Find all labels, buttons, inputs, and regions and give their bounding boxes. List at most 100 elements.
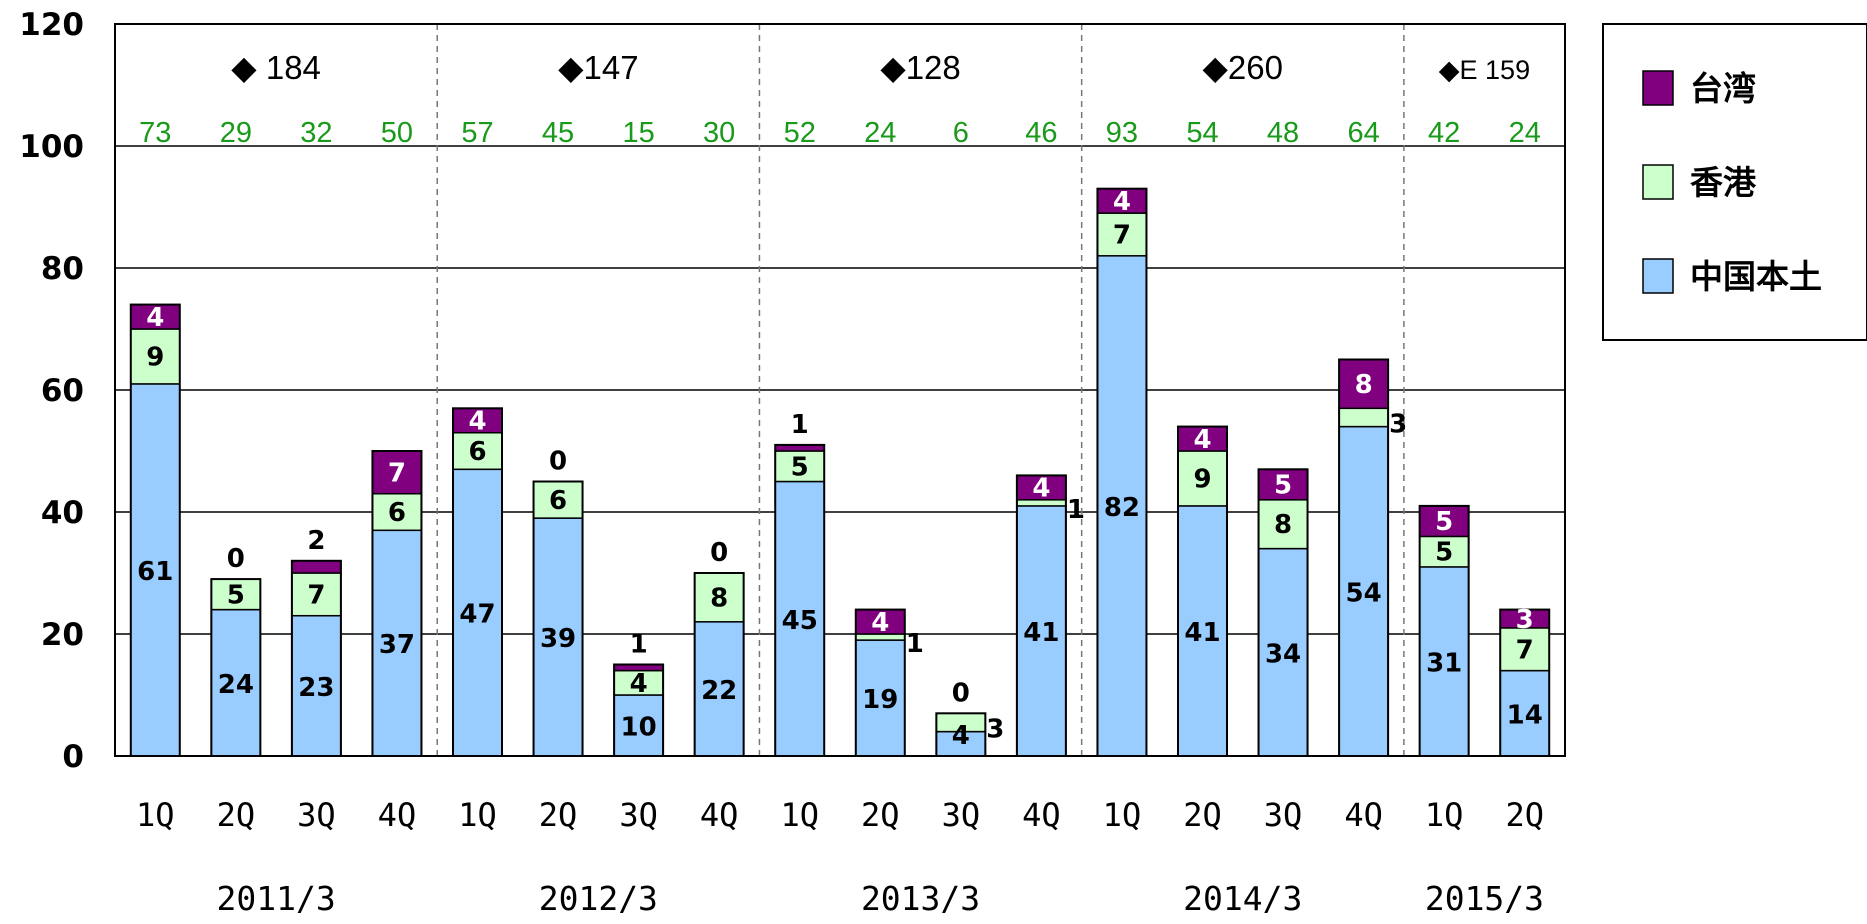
data-label: 47 <box>459 600 495 630</box>
data-label: 0 <box>952 678 970 708</box>
bar-segment <box>291 560 342 574</box>
data-label: 41 <box>1184 618 1220 648</box>
quarter-total-label: 29 <box>220 117 252 149</box>
data-label: 8 <box>710 583 728 613</box>
data-label: 4 <box>871 608 889 638</box>
data-label: 1 <box>791 410 809 440</box>
x-tick-label: 3Q <box>942 796 981 834</box>
data-label: 34 <box>1265 639 1301 669</box>
x-tick-label: 3Q <box>297 796 336 834</box>
quarter-total-label: 24 <box>864 117 896 149</box>
data-label: 4 <box>630 669 648 699</box>
quarter-total-label: 42 <box>1428 117 1460 149</box>
data-label: 8 <box>1274 510 1292 540</box>
annual-total-label: ◆128 <box>880 49 960 86</box>
data-label: 3 <box>986 714 1004 744</box>
legend-label: 中国本土 <box>1690 257 1822 296</box>
quarter-total-label: 48 <box>1267 117 1299 149</box>
quarter-total-label: 46 <box>1025 117 1057 149</box>
data-label: 45 <box>782 606 818 636</box>
x-tick-label: 2Q <box>539 796 578 834</box>
bar-segment <box>855 608 906 635</box>
data-label: 8 <box>1355 370 1373 400</box>
quarter-total-label: 30 <box>703 117 735 149</box>
data-label: 5 <box>1274 471 1292 501</box>
data-label: 4 <box>1113 187 1131 217</box>
data-label: 6 <box>468 437 486 467</box>
x-tick-label: 3Q <box>619 796 658 834</box>
x-tick-label: 4Q <box>700 796 739 834</box>
data-label: 41 <box>1023 618 1059 648</box>
bar-segment <box>1016 474 1067 501</box>
data-label: 1 <box>630 630 648 660</box>
annual-total-label: ◆ 184 <box>231 49 321 86</box>
bar-segment <box>371 450 423 495</box>
y-tick-label: 20 <box>41 617 84 653</box>
data-label: 19 <box>862 685 898 715</box>
bar-segment <box>1338 358 1389 410</box>
x-tick-label: 2Q <box>861 796 900 834</box>
quarter-total-label: 73 <box>139 117 171 149</box>
data-label: 31 <box>1426 648 1462 678</box>
data-label: 9 <box>146 342 164 372</box>
bar-segment <box>693 572 745 623</box>
data-label: 5 <box>791 452 809 482</box>
y-tick-label: 40 <box>41 495 84 531</box>
data-label: 54 <box>1346 578 1382 608</box>
bar-segment <box>532 480 584 519</box>
data-label: 82 <box>1104 493 1140 523</box>
data-label: 3 <box>1389 409 1407 439</box>
bar-segment <box>613 694 664 757</box>
annual-total-label: ◆147 <box>558 49 638 86</box>
data-label: 1 <box>906 629 924 659</box>
x-tick-label: 1Q <box>1425 796 1464 834</box>
quarter-total-label: 54 <box>1186 117 1218 149</box>
data-label: 2 <box>307 526 325 556</box>
data-label: 3 <box>1516 605 1534 635</box>
data-label: 4 <box>952 721 970 751</box>
bar-segment <box>371 492 423 532</box>
data-label: 0 <box>710 538 728 568</box>
bar-segment <box>1338 407 1389 428</box>
quarter-total-label: 52 <box>784 117 816 149</box>
bar-segment <box>1338 425 1389 757</box>
grid-lines <box>115 24 1565 756</box>
data-label: 10 <box>621 713 657 743</box>
quarter-total-label: 57 <box>461 117 493 149</box>
data-label: 7 <box>307 580 325 610</box>
fiscal-year-label: 2013/3 <box>861 879 980 918</box>
x-tick-label: 2Q <box>1183 796 1222 834</box>
bar-segment <box>1499 627 1550 672</box>
annual-total-label: ◆E 159 <box>1439 55 1530 85</box>
quarter-total-label: 24 <box>1509 117 1541 149</box>
data-label: 0 <box>227 544 245 574</box>
y-tick-label: 100 <box>19 129 84 165</box>
quarter-total-label: 93 <box>1106 117 1138 149</box>
data-label: 7 <box>1516 635 1534 665</box>
quarter-total-label: 6 <box>953 117 969 149</box>
data-label: 5 <box>227 580 245 610</box>
x-tick-label: 2Q <box>217 796 256 834</box>
data-label: 23 <box>298 673 334 703</box>
fiscal-year-label: 2014/3 <box>1183 879 1302 918</box>
y-tick-label: 120 <box>19 7 84 43</box>
bar-segment <box>210 608 262 757</box>
legend-swatch <box>1642 164 1674 200</box>
data-label: 24 <box>218 670 254 700</box>
data-label: 7 <box>388 458 406 488</box>
bar-segment <box>935 730 987 757</box>
data-label: 37 <box>379 630 415 660</box>
bar-segment <box>1096 212 1148 257</box>
bar-segment <box>452 468 503 757</box>
y-tick-label: 80 <box>41 251 84 287</box>
data-label: 14 <box>1507 700 1543 730</box>
bar-segment <box>1418 535 1470 568</box>
bar-segment <box>1016 505 1067 757</box>
bar-segment <box>210 578 262 611</box>
data-label: 61 <box>137 557 173 587</box>
y-tick-label: 60 <box>41 373 84 409</box>
x-tick-label: 2Q <box>1505 796 1544 834</box>
